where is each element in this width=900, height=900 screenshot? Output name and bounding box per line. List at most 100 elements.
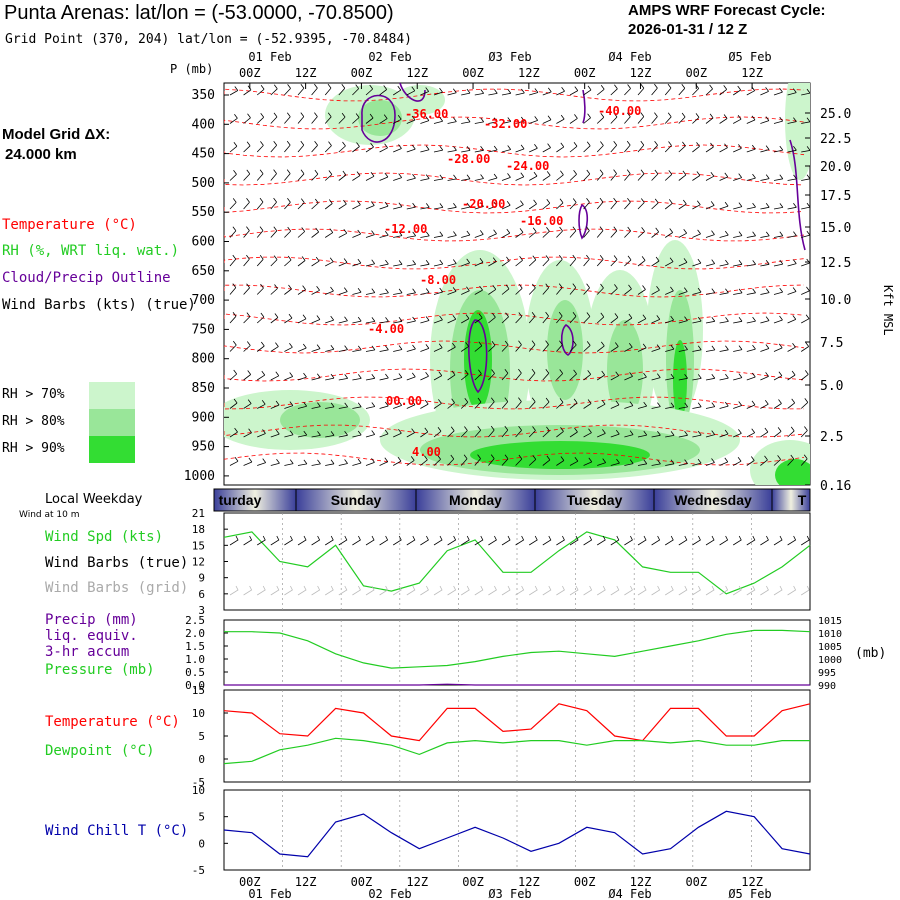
wind-barb xyxy=(800,370,809,381)
wind-barb xyxy=(460,342,469,352)
surface-wind-barb xyxy=(501,535,511,546)
rh80-swatch xyxy=(89,409,135,436)
wind-barb xyxy=(352,229,362,238)
wind-barb xyxy=(365,259,376,267)
rh-region-20 xyxy=(785,83,810,180)
surface-wind-barb xyxy=(705,535,715,546)
wind-barb xyxy=(379,373,389,381)
local-weekday-label: Local Weekday xyxy=(45,492,143,507)
wind-barb xyxy=(406,86,416,96)
wind-barb xyxy=(569,398,578,409)
wind-barb xyxy=(420,87,430,96)
temp-panel-ytick-label: 0 xyxy=(198,753,205,766)
wind-barb xyxy=(311,169,319,181)
wind-barb xyxy=(610,342,619,352)
rh-region-5 xyxy=(464,310,492,410)
surface-wind-barb-grid xyxy=(528,585,538,596)
wind-barb xyxy=(665,373,675,381)
surface-wind-barb-grid xyxy=(542,585,552,596)
wind-barb xyxy=(800,342,810,352)
temperature-contour-label: 00.00 xyxy=(386,394,422,408)
wind-barb xyxy=(284,313,293,324)
wind-barb xyxy=(583,341,591,352)
wind-barb xyxy=(596,113,605,124)
wind-barb xyxy=(542,426,550,438)
wind-barb xyxy=(637,198,645,210)
wind-barb xyxy=(678,316,688,324)
wind-barb xyxy=(651,431,661,438)
grid-point-subtitle: Grid Point (370, 204) lat/lon = (-52.939… xyxy=(5,32,412,47)
wind-barb xyxy=(311,373,321,381)
wind-barb xyxy=(596,341,605,352)
wind-barb xyxy=(583,370,592,381)
wind-barb xyxy=(311,431,321,438)
wind-barb xyxy=(610,371,620,381)
wind-barb xyxy=(665,459,675,466)
wind-barb xyxy=(787,203,797,210)
wind-barb xyxy=(474,285,483,295)
wind-barb xyxy=(352,287,362,295)
wind-barb xyxy=(284,169,291,181)
wind-barb xyxy=(746,115,756,124)
wind-barb xyxy=(338,374,349,381)
temperature-contour-1 xyxy=(224,116,805,130)
wind-barb xyxy=(569,86,579,96)
wind-barb xyxy=(733,288,743,295)
wind-barb xyxy=(637,169,645,181)
wind-barb xyxy=(270,140,278,153)
temperature-label: Temperature (°C) xyxy=(45,714,180,730)
wind-barb xyxy=(678,345,688,352)
wind-barb xyxy=(719,259,729,267)
wind-barb xyxy=(379,85,388,96)
wind-barb xyxy=(746,344,756,352)
wind-barb xyxy=(542,199,551,210)
wind-barb xyxy=(746,316,756,324)
wind-barb xyxy=(665,344,675,352)
bottom-hour-label: 12Z xyxy=(630,875,652,889)
wind-barb xyxy=(583,141,591,153)
wind-barb xyxy=(624,313,633,324)
wind-barb xyxy=(760,203,770,210)
surface-wind-barb-grid xyxy=(243,585,253,596)
wind-barb xyxy=(474,313,483,324)
pressure-right-tick-label: 1015 xyxy=(818,616,842,627)
wind-barb xyxy=(692,229,701,238)
wind-barb xyxy=(420,231,430,238)
wind-barb xyxy=(610,400,620,409)
wind-barb xyxy=(461,146,471,153)
wind-barb xyxy=(773,259,784,267)
wind-barb xyxy=(678,228,688,238)
wind-barb xyxy=(501,340,509,352)
wind-barb xyxy=(311,112,318,124)
wind-barb xyxy=(352,258,362,267)
wind-barb xyxy=(365,317,376,324)
wind-barb xyxy=(542,369,550,381)
wind-barb xyxy=(692,113,700,124)
wind-barb xyxy=(569,226,577,238)
top-hour-label: 12Z xyxy=(295,66,317,80)
cloud-outline-6 xyxy=(789,139,806,251)
wind-barb xyxy=(393,345,403,352)
temperature-contour-label: -28.00 xyxy=(447,152,490,166)
wind-panel-ytick-label: 15 xyxy=(192,539,205,552)
wind-barb xyxy=(583,226,590,238)
wind-barb xyxy=(488,454,495,466)
chill-panel-ytick-label: 10 xyxy=(192,784,205,797)
wind-barb xyxy=(461,174,471,181)
wind-barb xyxy=(229,142,238,153)
wind-barb xyxy=(229,114,238,124)
wind-barb xyxy=(678,431,688,438)
wind-barb xyxy=(542,283,550,295)
wind-barb xyxy=(583,457,593,466)
wind-barb xyxy=(760,116,770,124)
wind-barb xyxy=(488,201,498,210)
wind-barb xyxy=(610,313,619,324)
precip-liq-label: liq. equiv. xyxy=(45,628,138,644)
wind-barb xyxy=(365,142,374,153)
bottom-hour-label: 00Z xyxy=(351,875,373,889)
wind-barb xyxy=(488,313,496,324)
forecast-cycle-value: 2026-01-31 / 12 Z xyxy=(628,21,748,38)
wind-barb xyxy=(528,368,536,381)
wind-barb xyxy=(338,229,348,238)
top-hour-label: 12Z xyxy=(406,66,428,80)
